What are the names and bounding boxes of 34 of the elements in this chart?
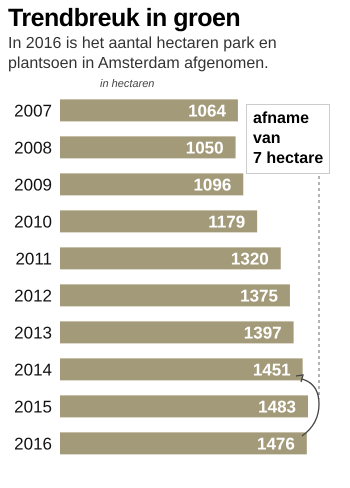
data-label: 1397 [244,323,282,342]
bar [60,136,236,158]
y-tick-label: 2014 [14,360,52,380]
bar [60,432,307,454]
data-label: 1476 [257,434,295,454]
data-label: 1375 [240,286,278,306]
bar [60,321,294,344]
bar [60,210,258,232]
data-label: 1483 [258,397,296,416]
data-label: 1050 [186,138,224,158]
bar [60,284,290,306]
y-tick-label: 2007 [14,102,52,121]
y-tick-label: 2016 [14,434,52,454]
y-tick-label: 2008 [14,138,52,158]
x-axis-title: in hectaren [100,78,154,90]
bar [60,358,303,380]
data-label: 1320 [230,249,269,268]
bar [60,173,244,196]
y-tick-label: 2009 [14,176,52,195]
bar [60,99,238,122]
data-label: 1096 [193,175,232,194]
y-tick-label: 2015 [14,398,52,417]
y-tick-label: 2012 [14,286,52,306]
y-tick-label: 2013 [14,324,52,343]
annotation: afname van 7 hectare [246,104,330,174]
chart-subtitle: In 2016 is het aantal hectaren park en plantsoen in Amsterdam afgenomen. [8,34,278,74]
bar [60,247,281,270]
bar [60,395,308,418]
y-tick-label: 2010 [14,212,52,232]
data-label: 1451 [252,360,291,380]
y-tick-label: 2011 [15,250,52,269]
data-label: 1064 [188,101,226,120]
chart-title: Trendbreuk in groen [8,3,242,34]
data-label: 1179 [208,212,246,232]
